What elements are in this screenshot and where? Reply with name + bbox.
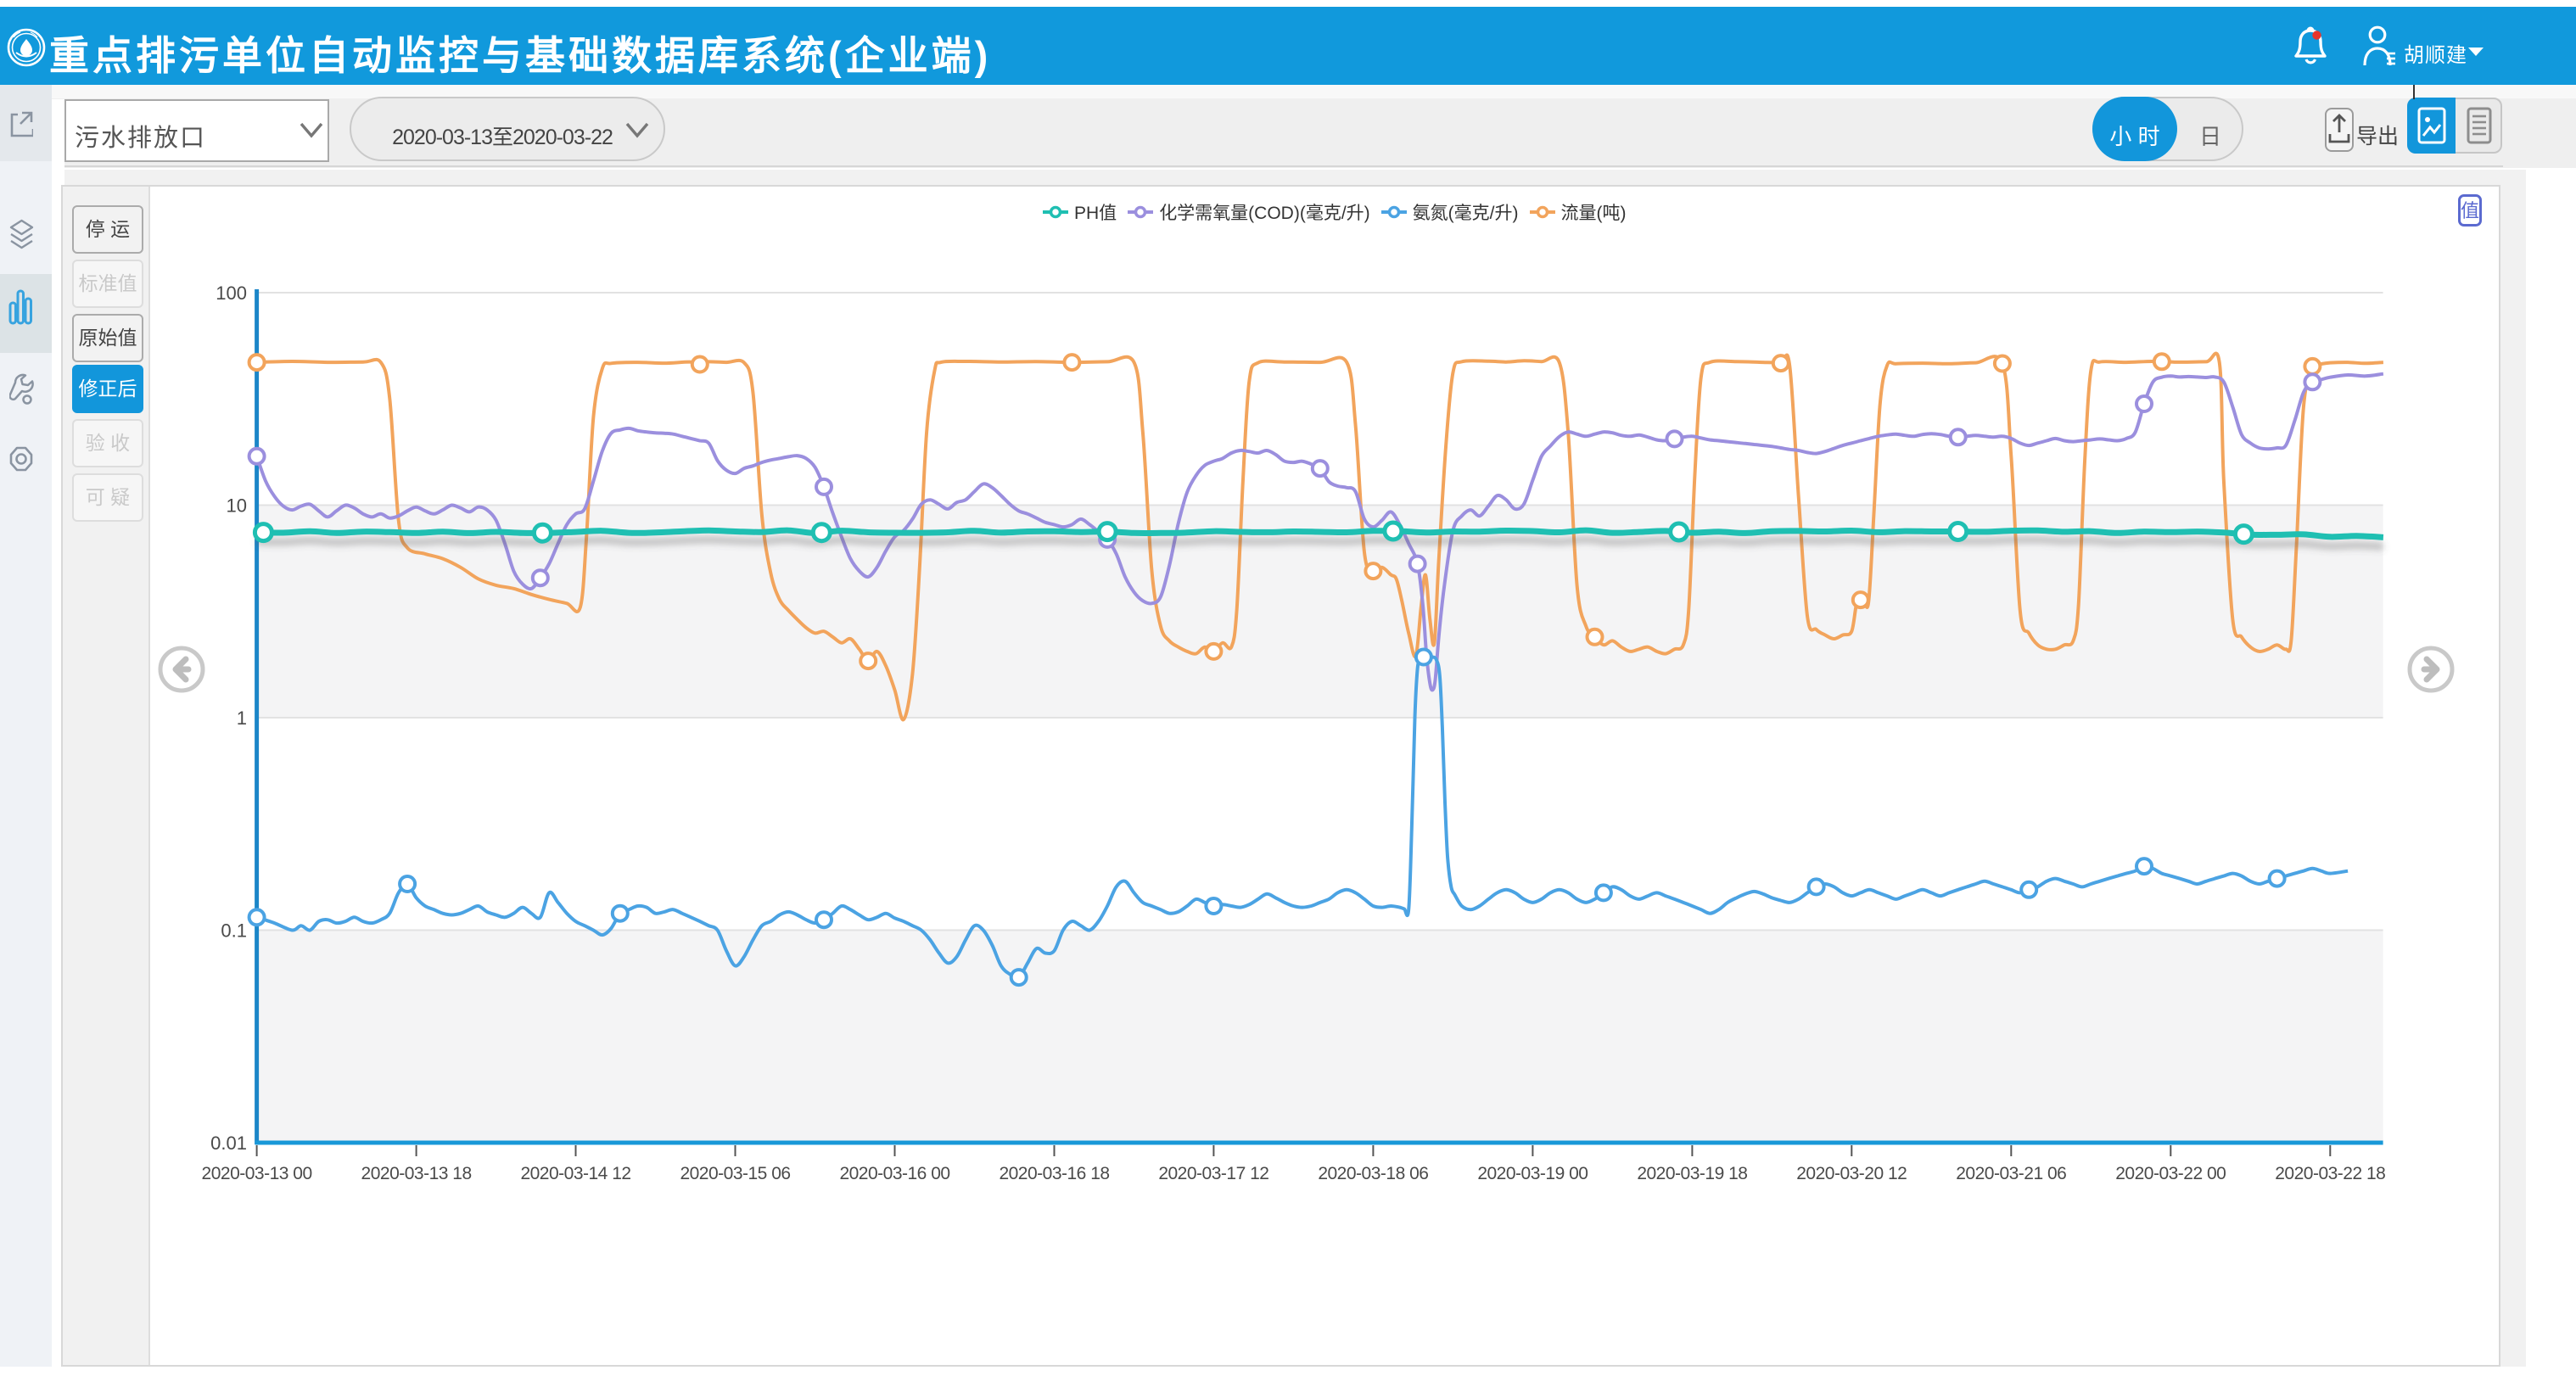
svg-text:2020-03-15 06: 2020-03-15 06 bbox=[680, 1164, 790, 1183]
svg-text:2020-03-19 00: 2020-03-19 00 bbox=[1477, 1164, 1588, 1183]
svg-text:2020-03-22 00: 2020-03-22 00 bbox=[2115, 1164, 2226, 1183]
svg-text:2020-03-16 18: 2020-03-16 18 bbox=[999, 1164, 1109, 1183]
svg-text:0.1: 0.1 bbox=[221, 920, 247, 942]
svg-text:2020-03-22 18: 2020-03-22 18 bbox=[2275, 1164, 2385, 1183]
svg-text:2020-03-14 12: 2020-03-14 12 bbox=[520, 1164, 630, 1183]
svg-text:2020-03-16 00: 2020-03-16 00 bbox=[839, 1164, 949, 1183]
svg-text:2020-03-17 12: 2020-03-17 12 bbox=[1158, 1164, 1268, 1183]
svg-text:100: 100 bbox=[216, 282, 247, 304]
svg-text:0.01: 0.01 bbox=[210, 1133, 247, 1154]
svg-text:2020-03-19 18: 2020-03-19 18 bbox=[1637, 1164, 1747, 1183]
svg-text:2020-03-21 06: 2020-03-21 06 bbox=[1956, 1164, 2066, 1183]
svg-text:2020-03-20 12: 2020-03-20 12 bbox=[1796, 1164, 1907, 1183]
svg-text:1: 1 bbox=[237, 707, 247, 729]
svg-text:10: 10 bbox=[227, 495, 247, 517]
svg-text:2020-03-18 06: 2020-03-18 06 bbox=[1318, 1164, 1428, 1183]
svg-text:2020-03-13 18: 2020-03-13 18 bbox=[361, 1164, 472, 1183]
svg-text:2020-03-13 00: 2020-03-13 00 bbox=[202, 1164, 312, 1183]
